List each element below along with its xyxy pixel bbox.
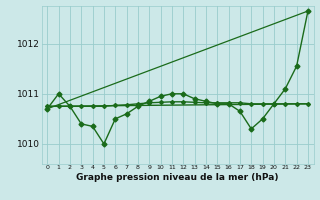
X-axis label: Graphe pression niveau de la mer (hPa): Graphe pression niveau de la mer (hPa) — [76, 173, 279, 182]
